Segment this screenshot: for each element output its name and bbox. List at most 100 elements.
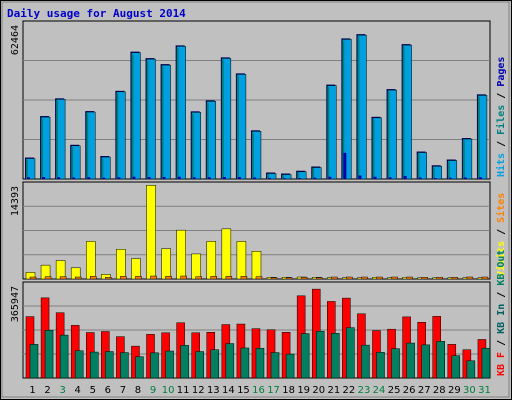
day-label: 18 — [282, 385, 295, 396]
pages-bar — [388, 177, 392, 179]
day-label: 27 — [418, 385, 431, 396]
kb-out-bar — [120, 352, 129, 379]
sites-bar — [285, 277, 293, 280]
files-bar — [357, 36, 360, 180]
legend-part: KB Out — [496, 250, 507, 286]
day-label: 8 — [135, 385, 141, 396]
day-label: 2 — [44, 385, 50, 396]
sites-bar — [150, 275, 157, 280]
visits-bar — [221, 228, 232, 280]
pages-bar — [102, 177, 106, 179]
files-bar — [26, 160, 28, 179]
sites-bar — [240, 276, 248, 280]
day-label: 3 — [59, 385, 65, 396]
pages-bar — [478, 177, 482, 179]
day-label: 17 — [267, 385, 280, 396]
kb-out-bar — [331, 333, 340, 379]
pages-bar — [162, 177, 166, 179]
files-bar — [116, 93, 119, 179]
day-label: 20 — [312, 385, 325, 396]
visits-bar — [146, 185, 156, 280]
pages-bar — [207, 177, 211, 179]
day-label: 21 — [327, 385, 340, 396]
legend-part: Files — [495, 105, 507, 135]
legend-part: / — [496, 223, 507, 241]
legend-part: / — [496, 87, 507, 105]
sites-bar — [195, 276, 202, 280]
kb-out-bar — [105, 351, 114, 379]
files-bar — [236, 75, 239, 179]
files-bar — [462, 140, 465, 179]
pages-bar — [403, 176, 407, 179]
files-bar — [56, 100, 59, 179]
kb-out-bar — [240, 347, 250, 379]
files-bar — [191, 113, 194, 179]
pages-bar — [237, 177, 241, 179]
pages-bar — [132, 176, 136, 179]
pages-bar — [87, 177, 91, 179]
files-bar — [327, 86, 330, 179]
files-bar — [206, 102, 209, 179]
kb-out-bar — [270, 352, 280, 379]
pages-bar — [283, 178, 287, 179]
day-label: 6 — [105, 385, 111, 396]
sites-bar — [315, 277, 323, 280]
legend-part: / — [496, 135, 507, 153]
files-bar — [131, 54, 134, 179]
sites-bar — [346, 276, 353, 280]
sites-bar — [331, 276, 338, 280]
files-bar — [146, 60, 149, 180]
kb-out-bar — [255, 347, 265, 379]
pages-bar — [418, 177, 422, 179]
files-bar — [221, 59, 224, 179]
day-label: 23 — [358, 385, 371, 396]
kb-out-bar — [481, 347, 491, 379]
pages-bar — [192, 177, 196, 179]
day-label: 7 — [120, 385, 126, 396]
day-label: 9 — [150, 385, 156, 396]
pages-bar — [252, 177, 256, 179]
visits-bar — [55, 260, 66, 280]
panel-kbytes-legend: KB F / KB In / KB Out — [496, 250, 507, 376]
pages-bar — [313, 177, 317, 179]
files-bar — [86, 113, 89, 179]
kb-out-bar — [436, 341, 445, 379]
sites-bar — [361, 276, 368, 280]
day-label: 19 — [297, 385, 310, 396]
sites-bar — [255, 276, 263, 280]
files-bar — [41, 118, 44, 179]
kb-out-bar — [44, 329, 54, 379]
sites-bar — [391, 276, 398, 280]
kb-out-bar — [451, 355, 461, 379]
day-label: 10 — [162, 385, 175, 396]
sites-bar — [466, 276, 474, 280]
sites-bar — [225, 276, 233, 280]
sites-bar — [300, 277, 308, 280]
files-bar — [372, 119, 375, 179]
sites-bar — [165, 276, 172, 280]
pages-bar — [117, 177, 121, 179]
pages-bar — [268, 178, 272, 179]
day-label: 14 — [222, 385, 235, 396]
visits-bar — [116, 249, 126, 280]
visits-bar — [236, 241, 247, 280]
legend-part: KB F — [496, 352, 507, 376]
kb-out-bar — [300, 333, 310, 379]
day-label: 28 — [433, 385, 446, 396]
kb-out-bar — [361, 344, 370, 379]
pages-bar — [57, 177, 61, 179]
visits-bar — [191, 253, 201, 280]
sites-bar — [105, 277, 112, 280]
visits-bar — [161, 248, 171, 280]
pages-bar — [72, 177, 76, 179]
kb-out-bar — [315, 331, 325, 379]
files-bar — [447, 161, 450, 179]
day-label: 29 — [448, 385, 461, 396]
files-bar — [477, 96, 480, 179]
day-label: 11 — [177, 385, 190, 396]
kb-out-bar — [180, 345, 189, 379]
day-label: 5 — [90, 385, 96, 396]
visits-bar — [86, 241, 96, 280]
